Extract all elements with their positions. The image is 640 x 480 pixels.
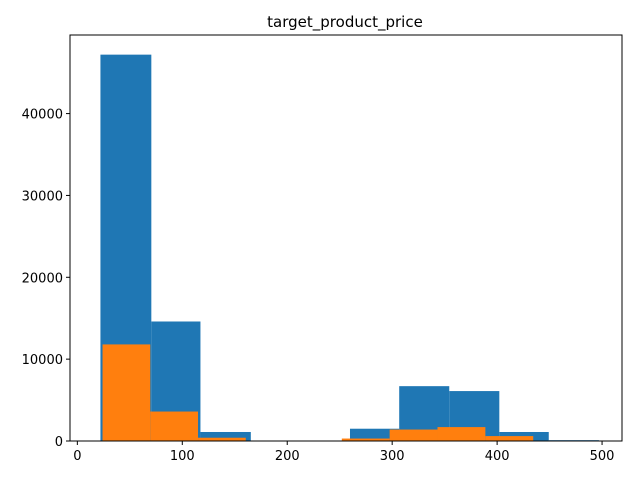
axes-layer: 0 100 200 300 400 500 0 10000 20000 30000 40000 xyxy=(22,34,623,464)
histogram-bar-s1-b3 xyxy=(200,431,251,441)
x-tick-label: 500 xyxy=(590,449,615,464)
x-tick-label: 100 xyxy=(170,449,195,464)
histogram-bar-s2-b8 xyxy=(437,427,486,441)
x-tick-label: 200 xyxy=(275,449,300,464)
y-tick-label: 30000 xyxy=(22,189,63,204)
bars-layer xyxy=(100,54,599,441)
chart-title: target_product_price xyxy=(267,13,423,32)
histogram-bar-s2-b3 xyxy=(198,437,246,441)
histogram-bar-s2-b2 xyxy=(150,411,199,441)
histogram-bar-s2-b6 xyxy=(341,438,390,441)
histogram-bar-s1-b6 xyxy=(349,428,400,441)
y-tick-label: 40000 xyxy=(22,108,63,123)
histogram-bar-s2-b9 xyxy=(485,436,534,441)
plot-frame xyxy=(69,34,623,442)
y-tick-label: 20000 xyxy=(22,271,63,286)
histogram-bar-s2-b7 xyxy=(389,429,438,441)
x-tick-label: 400 xyxy=(485,449,510,464)
x-tick-label: 300 xyxy=(380,449,405,464)
histogram-bar-s2-b1 xyxy=(102,344,151,441)
y-tick-label: 0 xyxy=(55,435,63,450)
y-tick-label: 10000 xyxy=(22,353,63,368)
x-tick-label: 0 xyxy=(73,449,81,464)
